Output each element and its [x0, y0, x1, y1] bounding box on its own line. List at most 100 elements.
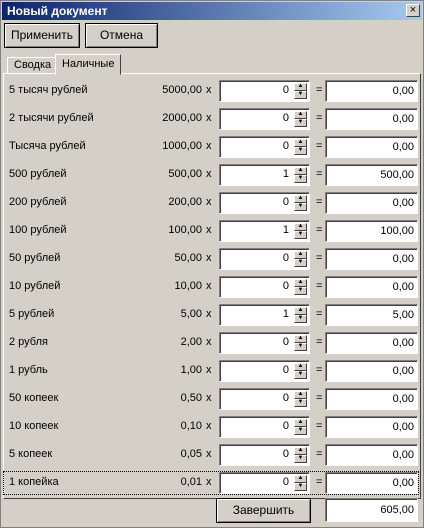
spin-down-icon[interactable]: ▼ — [294, 371, 307, 379]
count-spinner[interactable]: 0 ▲ ▼ — [219, 80, 310, 102]
denomination-value: 0,01 — [180, 476, 202, 488]
spin-up-icon[interactable]: ▲ — [294, 307, 307, 315]
count-spinner[interactable]: 0 ▲ ▼ — [219, 360, 310, 382]
denomination-value: 5000,00 — [162, 84, 202, 96]
count-spinner[interactable]: 0 ▲ ▼ — [219, 136, 310, 158]
denomination-row: 10 рублей 10,00 x 0 ▲ ▼ = 0,00 — [3, 275, 419, 299]
sum-value: 0,00 — [392, 421, 414, 433]
tab-summary[interactable]: Сводка — [7, 57, 59, 74]
spin-down-icon[interactable]: ▼ — [294, 315, 307, 323]
spin-up-icon[interactable]: ▲ — [294, 447, 307, 455]
denomination-label: 5 копеек — [9, 448, 53, 460]
spin-up-icon[interactable]: ▲ — [294, 419, 307, 427]
title-bar[interactable]: Новый документ × — [2, 2, 422, 20]
count-spinner[interactable]: 1 ▲ ▼ — [219, 164, 310, 186]
count-value[interactable]: 0 — [282, 336, 289, 348]
count-value[interactable]: 0 — [282, 112, 289, 124]
sum-field: 500,00 — [325, 164, 418, 186]
close-button[interactable]: × — [406, 4, 420, 17]
spin-down-icon[interactable]: ▼ — [294, 259, 307, 267]
spin-up-icon[interactable]: ▲ — [294, 139, 307, 147]
spin-up-icon[interactable]: ▲ — [294, 111, 307, 119]
denomination-value: 500,00 — [168, 168, 202, 180]
sum-field: 0,00 — [325, 444, 418, 466]
spin-up-icon[interactable]: ▲ — [294, 223, 307, 231]
spin-down-icon[interactable]: ▼ — [294, 483, 307, 491]
count-spinner[interactable]: 0 ▲ ▼ — [219, 276, 310, 298]
count-value[interactable]: 0 — [282, 280, 289, 292]
equals-sign: = — [316, 280, 323, 292]
spin-up-icon[interactable]: ▲ — [294, 475, 307, 483]
spin-down-icon[interactable]: ▼ — [294, 343, 307, 351]
spin-up-icon[interactable]: ▲ — [294, 83, 307, 91]
spin-down-icon[interactable]: ▼ — [294, 399, 307, 407]
spin-up-icon[interactable]: ▲ — [294, 391, 307, 399]
spin-down-icon[interactable]: ▼ — [294, 147, 307, 155]
spin-up-icon[interactable]: ▲ — [294, 363, 307, 371]
spin-down-icon[interactable]: ▼ — [294, 231, 307, 239]
spin-up-icon[interactable]: ▲ — [294, 195, 307, 203]
count-value[interactable]: 1 — [282, 168, 289, 180]
apply-button[interactable]: Применить — [4, 23, 80, 48]
denomination-row: 500 рублей 500,00 x 1 ▲ ▼ = 500,00 — [3, 163, 419, 187]
count-spinner[interactable]: 0 ▲ ▼ — [219, 332, 310, 354]
multiply-sign: x — [206, 308, 212, 320]
sum-field: 0,00 — [325, 80, 418, 102]
count-value[interactable]: 0 — [282, 392, 289, 404]
total-value: 605,00 — [380, 504, 414, 516]
count-value[interactable]: 0 — [282, 364, 289, 376]
sum-field: 0,00 — [325, 192, 418, 214]
sum-field: 0,00 — [325, 332, 418, 354]
count-spinner[interactable]: 0 ▲ ▼ — [219, 388, 310, 410]
multiply-sign: x — [206, 280, 212, 292]
count-spinner[interactable]: 1 ▲ ▼ — [219, 220, 310, 242]
count-value[interactable]: 0 — [282, 448, 289, 460]
count-value[interactable]: 0 — [282, 252, 289, 264]
multiply-sign: x — [206, 420, 212, 432]
spin-buttons: ▲ ▼ — [294, 307, 307, 323]
spin-up-icon[interactable]: ▲ — [294, 251, 307, 259]
count-spinner[interactable]: 0 ▲ ▼ — [219, 248, 310, 270]
spin-down-icon[interactable]: ▼ — [294, 119, 307, 127]
sum-field: 0,00 — [325, 136, 418, 158]
count-spinner[interactable]: 0 ▲ ▼ — [219, 192, 310, 214]
count-spinner[interactable]: 0 ▲ ▼ — [219, 444, 310, 466]
spin-down-icon[interactable]: ▼ — [294, 175, 307, 183]
denomination-row: 50 рублей 50,00 x 0 ▲ ▼ = 0,00 — [3, 247, 419, 271]
denomination-value: 10,00 — [174, 280, 202, 292]
count-value[interactable]: 0 — [282, 196, 289, 208]
spin-down-icon[interactable]: ▼ — [294, 427, 307, 435]
spin-down-icon[interactable]: ▼ — [294, 203, 307, 211]
count-value[interactable]: 1 — [282, 224, 289, 236]
spin-buttons: ▲ ▼ — [294, 111, 307, 127]
sum-value: 500,00 — [380, 169, 414, 181]
spin-buttons: ▲ ▼ — [294, 279, 307, 295]
denomination-value: 0,50 — [180, 392, 202, 404]
count-spinner[interactable]: 0 ▲ ▼ — [219, 472, 310, 494]
spin-up-icon[interactable]: ▲ — [294, 279, 307, 287]
denomination-row: 5 копеек 0,05 x 0 ▲ ▼ = 0,00 — [3, 443, 419, 467]
spin-up-icon[interactable]: ▲ — [294, 167, 307, 175]
count-spinner[interactable]: 0 ▲ ▼ — [219, 108, 310, 130]
count-spinner[interactable]: 0 ▲ ▼ — [219, 416, 310, 438]
tab-cash[interactable]: Наличные — [55, 54, 122, 75]
denomination-value: 5,00 — [180, 308, 202, 320]
count-value[interactable]: 0 — [282, 420, 289, 432]
spin-down-icon[interactable]: ▼ — [294, 91, 307, 99]
finish-button[interactable]: Завершить — [216, 498, 311, 523]
spin-down-icon[interactable]: ▼ — [294, 455, 307, 463]
count-value[interactable]: 0 — [282, 140, 289, 152]
multiply-sign: x — [206, 224, 212, 236]
count-value[interactable]: 0 — [282, 84, 289, 96]
count-value[interactable]: 0 — [282, 476, 289, 488]
spin-up-icon[interactable]: ▲ — [294, 335, 307, 343]
denomination-value: 2,00 — [180, 336, 202, 348]
count-spinner[interactable]: 1 ▲ ▼ — [219, 304, 310, 326]
sum-field: 0,00 — [325, 248, 418, 270]
spin-down-icon[interactable]: ▼ — [294, 287, 307, 295]
cash-panel — [3, 73, 421, 499]
equals-sign: = — [316, 196, 323, 208]
cancel-button[interactable]: Отмена — [85, 23, 158, 48]
count-value[interactable]: 1 — [282, 308, 289, 320]
denomination-value: 1000,00 — [162, 140, 202, 152]
